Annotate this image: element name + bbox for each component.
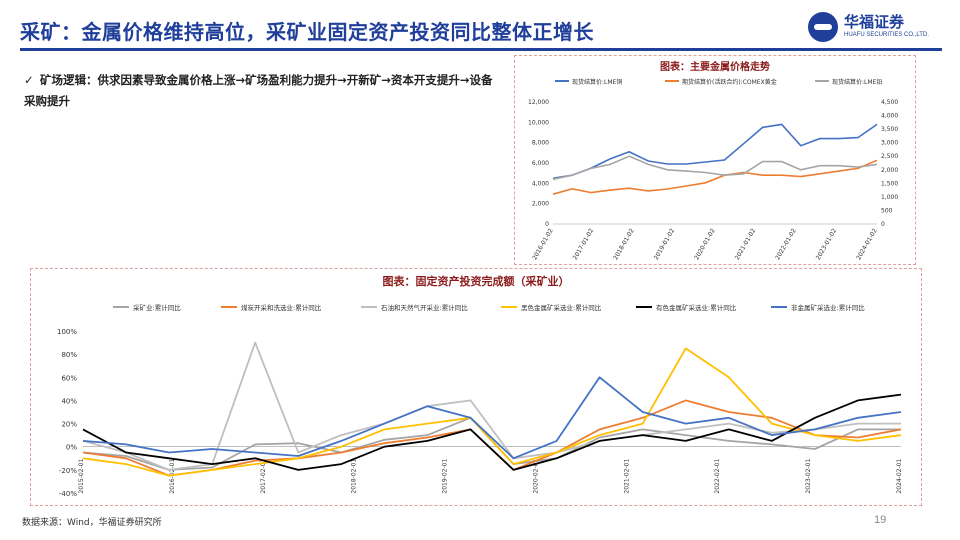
y-tick-label: 40% bbox=[61, 397, 77, 405]
chart-title: 图表：固定资产投资完成额（采矿业） bbox=[382, 275, 570, 288]
y-right-tick-label: 2,000 bbox=[881, 167, 898, 174]
x-tick-label: 2018-01-02 bbox=[612, 227, 636, 261]
brand-logo: 华福证券 HUAFU SECURITIES CO.,LTD. bbox=[808, 10, 948, 44]
investment-chart-panel: 图表：固定资产投资完成额（采矿业） 采矿业:累计同比 煤炭开采和洗选业:累计同比 石… bbox=[30, 268, 922, 506]
legend-label: 非金属矿采选业:累计同比 bbox=[791, 303, 865, 312]
check-icon: ✓ bbox=[24, 73, 34, 87]
x-tick-label: 2016-01-02 bbox=[531, 227, 555, 261]
x-tick-label: 2019-01-02 bbox=[653, 227, 677, 261]
y-left-tick-label: 12,000 bbox=[528, 99, 549, 106]
metal-price-chart: 现货结算价:LME铜 期货结算价(活跃合约):COMEX黄金 现货结算价:LME铅 0… bbox=[528, 78, 898, 261]
data-source: 数据来源：Wind，华福证券研究所 bbox=[22, 518, 162, 528]
logic-text: 矿场逻辑：供求因素导致金属价格上涨→矿场盈利能力提升→开新矿→资本开支提升→设备… bbox=[24, 73, 493, 108]
y-right-tick-label: 0 bbox=[881, 221, 885, 228]
title-divider bbox=[20, 48, 942, 51]
y-right-tick-label: 2,500 bbox=[881, 153, 898, 160]
y-left-tick-label: 2,000 bbox=[532, 201, 549, 208]
y-tick-label: 100% bbox=[57, 328, 77, 336]
y-right-tick-label: 3,000 bbox=[881, 140, 898, 147]
x-tick-label: 2023-02-01 bbox=[805, 459, 812, 494]
x-tick-label: 2019-02-01 bbox=[442, 459, 449, 494]
legend-label: 采矿业:累计同比 bbox=[133, 303, 181, 312]
brand-name-en: HUAFU SECURITIES CO.,LTD. bbox=[844, 32, 929, 38]
x-tick-label: 2020-02-01 bbox=[532, 459, 539, 494]
x-tick-label: 2024-01-02 bbox=[855, 227, 879, 261]
x-tick-label: 2021-01-02 bbox=[734, 227, 758, 261]
y-left-tick-label: 0 bbox=[545, 221, 549, 228]
series-line bbox=[552, 155, 878, 181]
x-tick-label: 2015-02-01 bbox=[78, 459, 85, 494]
y-left-tick-label: 6,000 bbox=[532, 160, 549, 167]
y-right-tick-label: 4,500 bbox=[881, 99, 898, 106]
legend-label: 黑色金属矿采选业:累计同比 bbox=[521, 303, 602, 312]
series-line bbox=[82, 347, 902, 477]
x-tick-label: 2020-01-02 bbox=[693, 227, 717, 261]
legend-label: 有色金属矿采选业:累计同比 bbox=[656, 303, 737, 312]
x-tick-label: 2017-02-01 bbox=[260, 459, 267, 494]
y-right-tick-label: 500 bbox=[881, 207, 893, 214]
x-tick-label: 2022-01-02 bbox=[774, 227, 798, 261]
legend-label: 期货结算价(活跃合约):COMEX黄金 bbox=[682, 78, 777, 86]
y-right-tick-label: 1,500 bbox=[881, 180, 898, 187]
brand-name-cn: 华福证券 bbox=[844, 13, 905, 31]
x-tick-label: 2023-01-02 bbox=[815, 227, 839, 261]
y-left-tick-label: 8,000 bbox=[532, 140, 549, 147]
x-tick-label: 2024-02-01 bbox=[896, 459, 903, 494]
y-right-tick-label: 1,000 bbox=[881, 194, 898, 201]
page-title: 采矿：金属价格维持高位，采矿业固定资产投资同比整体正增长 bbox=[20, 20, 594, 44]
legend-label: 现货结算价:LME铜 bbox=[572, 78, 622, 86]
x-tick-label: 2017-01-02 bbox=[572, 227, 596, 261]
brand-mark-icon bbox=[808, 12, 838, 42]
series-line bbox=[82, 393, 902, 471]
legend-label: 现货结算价:LME铅 bbox=[832, 78, 882, 86]
y-tick-label: 60% bbox=[61, 374, 77, 382]
y-tick-label: -20% bbox=[59, 467, 77, 475]
metal-price-chart-panel: 图表：主要金属价格走势 现货结算价:LME铜 期货结算价(活跃合约):COMEX黄… bbox=[514, 55, 916, 265]
series-line bbox=[552, 123, 878, 180]
x-tick-label: 2018-02-01 bbox=[351, 459, 358, 494]
y-left-tick-label: 10,000 bbox=[528, 119, 549, 126]
x-tick-label: 2021-02-01 bbox=[623, 459, 630, 494]
y-right-tick-label: 3,500 bbox=[881, 126, 898, 133]
logic-bullet: ✓ 矿场逻辑：供求因素导致金属价格上涨→矿场盈利能力提升→开新矿→资本开支提升→设… bbox=[24, 70, 494, 112]
series-line bbox=[82, 376, 902, 460]
y-tick-label: 20% bbox=[61, 421, 77, 429]
legend-label: 煤炭开采和洗选业:累计同比 bbox=[241, 303, 322, 312]
investment-chart: 采矿业:累计同比 煤炭开采和洗选业:累计同比 石油和天然气开采业:累计同比 黑色金属矿… bbox=[57, 303, 903, 498]
x-tick-label: 2022-02-01 bbox=[714, 459, 721, 494]
y-left-tick-label: 4,000 bbox=[532, 180, 549, 187]
chart-title: 图表：主要金属价格走势 bbox=[660, 62, 770, 73]
y-tick-label: -40% bbox=[59, 490, 77, 498]
legend-label: 石油和天然气开采业:累计同比 bbox=[381, 303, 468, 312]
y-tick-label: 80% bbox=[61, 351, 77, 359]
page-number: 19 bbox=[874, 514, 887, 526]
y-tick-label: 0% bbox=[66, 444, 77, 452]
series-line bbox=[552, 159, 878, 195]
y-right-tick-label: 4,000 bbox=[881, 113, 898, 120]
